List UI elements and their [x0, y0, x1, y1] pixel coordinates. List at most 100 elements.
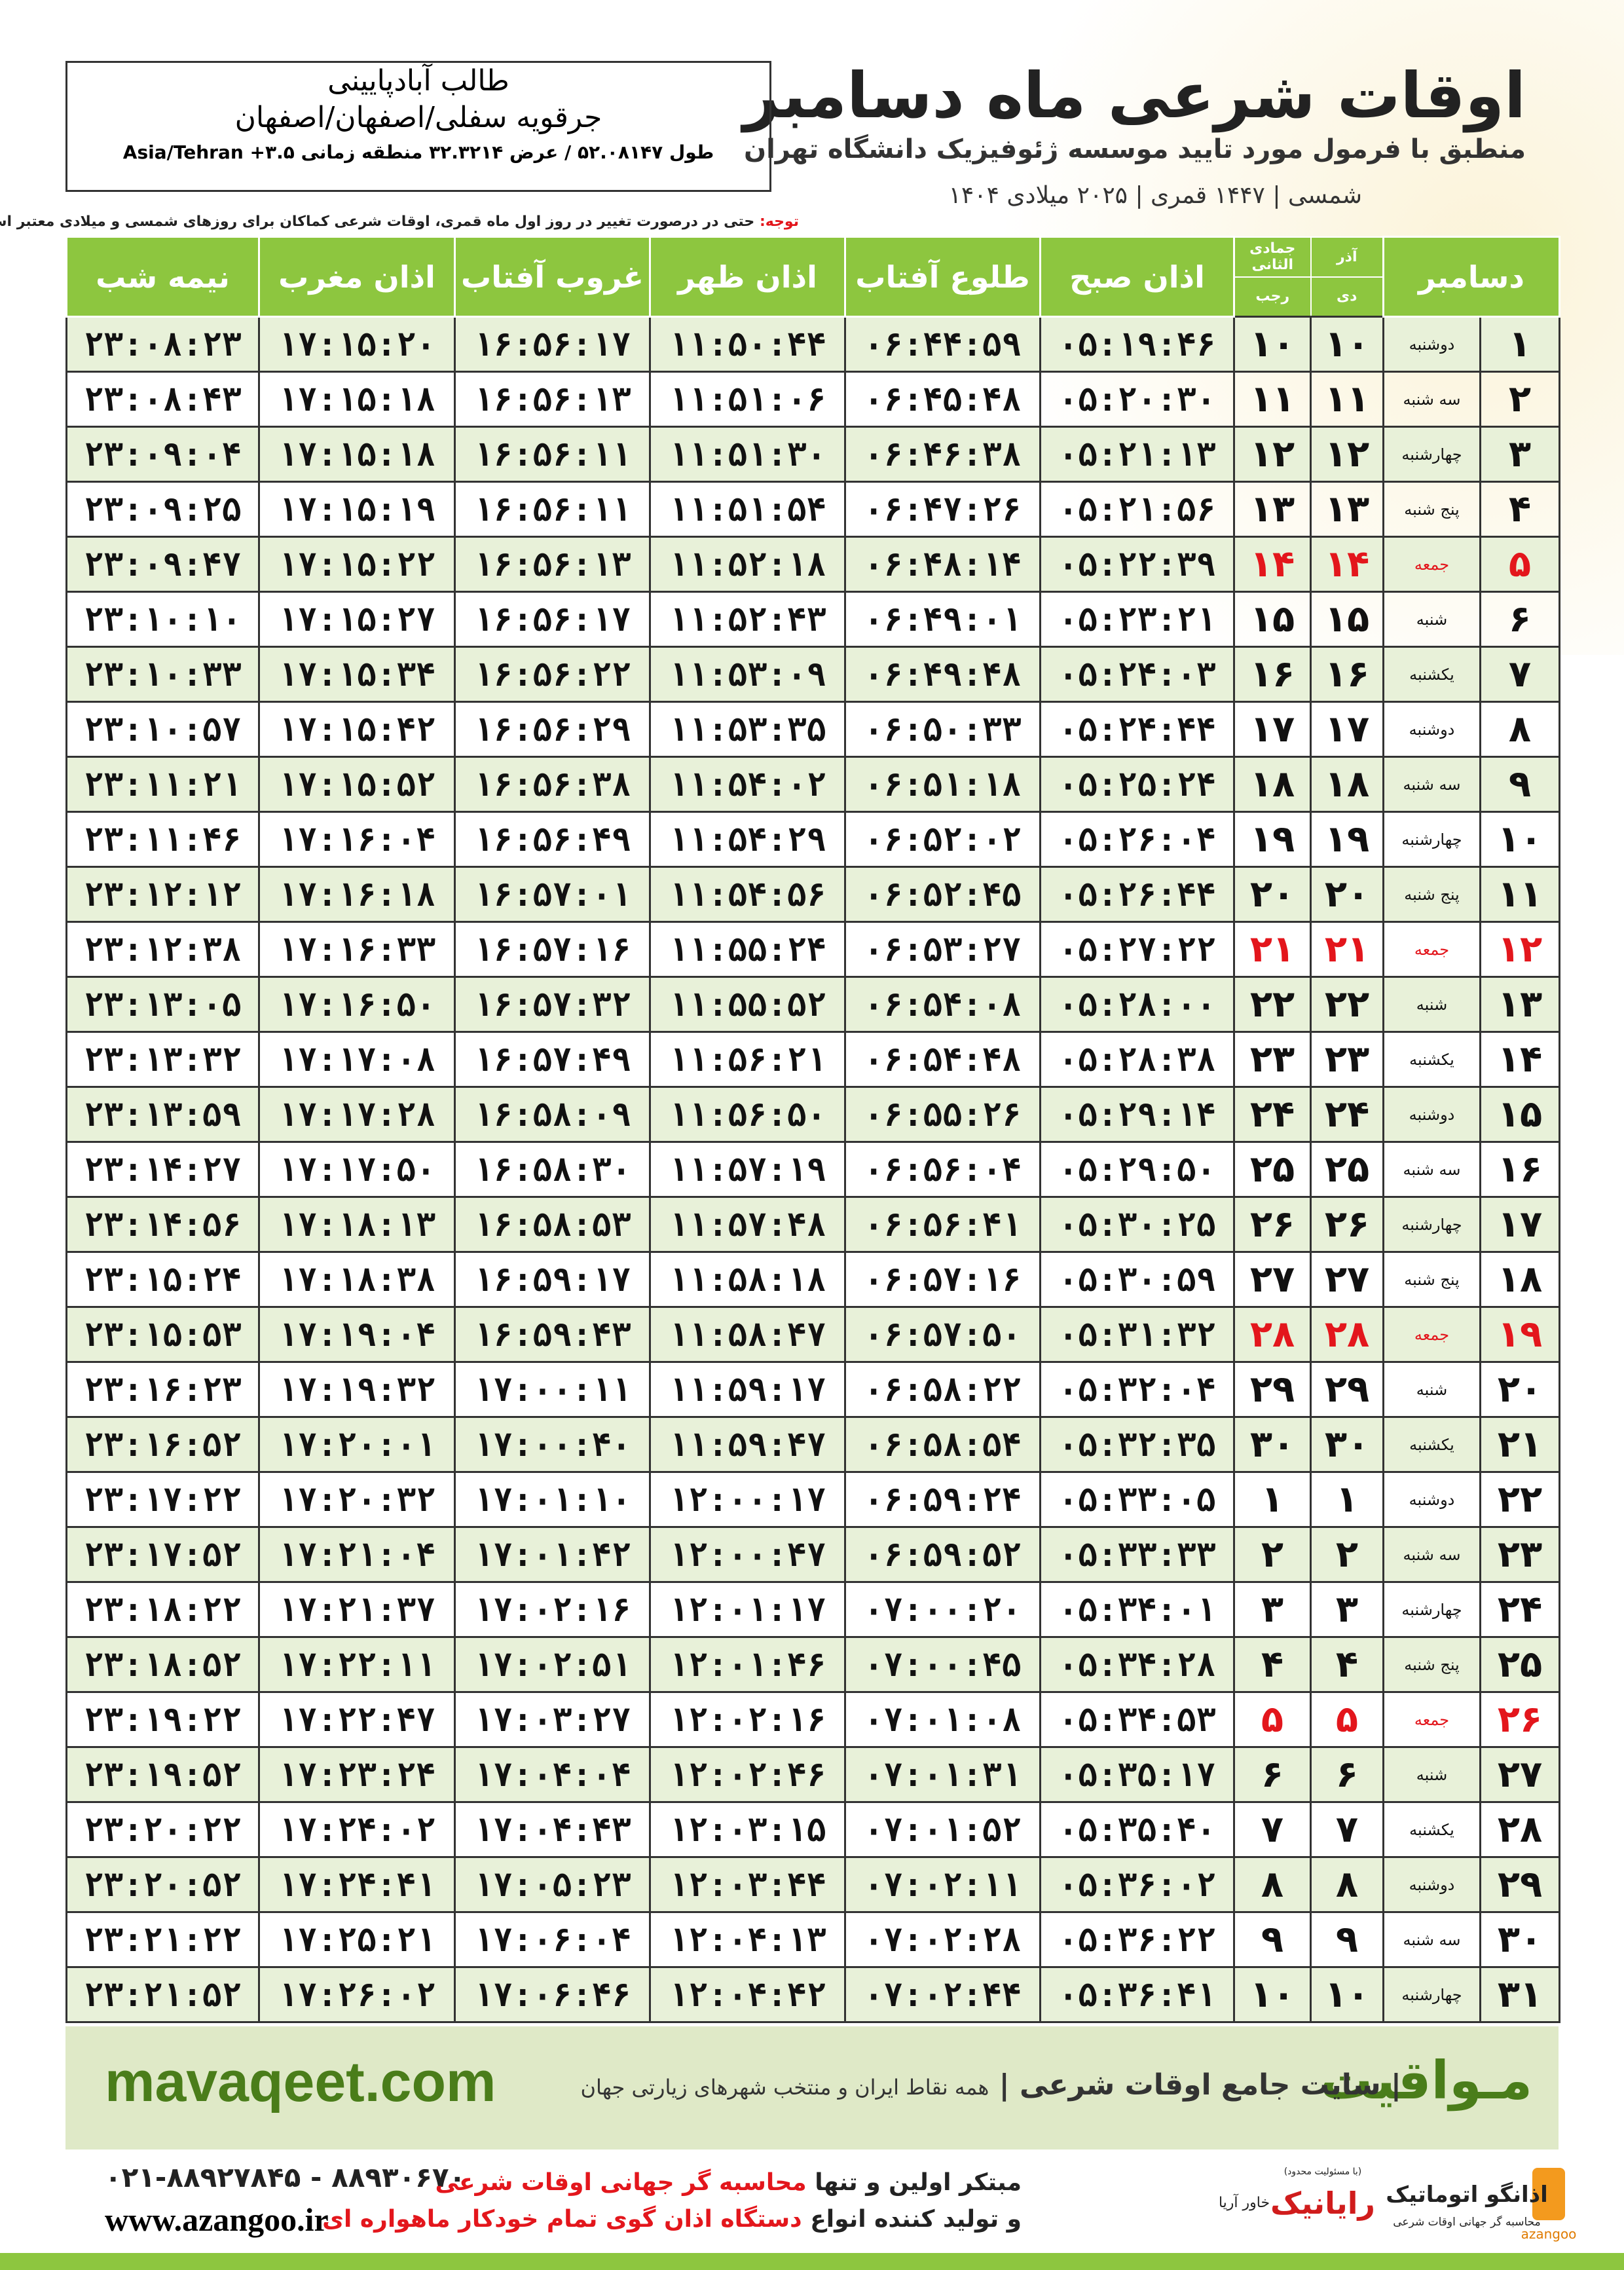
shamsi-day: ۲	[1310, 1526, 1384, 1583]
day: ۲۰	[1479, 1361, 1560, 1418]
maghrib: ۱۷:۱۵:۱۹	[258, 481, 456, 538]
column-header: آذر	[1310, 236, 1384, 278]
day: ۲۲	[1479, 1471, 1560, 1528]
dhuhr: ۱۲:۰۴:۱۳	[649, 1911, 846, 1968]
fajr: ۰۵:۳۵:۱۷	[1039, 1746, 1235, 1803]
dhuhr: ۱۲:۰۴:۴۲	[649, 1966, 846, 2023]
sunrise: ۰۶:۵۷:۵۰	[844, 1306, 1041, 1363]
maghrib: ۱۷:۱۶:۵۰	[258, 976, 456, 1033]
table-row: ۲۹ دوشنبه ۸ ۸ ۰۵:۳۶:۰۲ ۰۷:۰۲:۱۱ ۱۲:۰۳:۴۴ ۱۷:۰۵:…	[65, 1856, 1560, 1913]
midnight: ۲۳:۱۰:۳۳	[65, 646, 260, 703]
midnight: ۲۳:۱۴:۲۷	[65, 1141, 260, 1198]
sunset: ۱۶:۵۶:۴۹	[454, 811, 651, 868]
fajr: ۰۵:۲۹:۱۴	[1039, 1086, 1235, 1143]
sunset: ۱۷:۰۶:۴۶	[454, 1966, 651, 2023]
dhuhr: ۱۱:۵۸:۴۷	[649, 1306, 846, 1363]
sunrise: ۰۶:۵۸:۲۲	[844, 1361, 1041, 1418]
table-row: ۲۴ چهارشنبه ۳ ۳ ۰۵:۳۴:۰۱ ۰۷:۰۰:۲۰ ۱۲:۰۱:۱۷ ۱۷:۰…	[65, 1581, 1560, 1638]
maghrib: ۱۷:۲۲:۱۱	[258, 1636, 456, 1693]
day: ۲۹	[1479, 1856, 1560, 1913]
table-row: ۳۱ چهارشنبه ۱۰ ۱۰ ۰۵:۳۶:۴۱ ۰۷:۰۲:۴۴ ۱۲:۰۴:۴۲ ۱۷…	[65, 1966, 1560, 2023]
column-header: طلوع آفتاب	[844, 236, 1041, 318]
shamsi-day: ۱۷	[1310, 701, 1384, 758]
logo-text: محاسبه گر جهانی اوقات شرعی	[1393, 2215, 1540, 2229]
sunrise: ۰۷:۰۲:۴۴	[844, 1966, 1041, 2023]
dhuhr: ۱۱:۵۷:۱۹	[649, 1141, 846, 1198]
midnight: ۲۳:۱۱:۴۶	[65, 811, 260, 868]
day: ۱۶	[1479, 1141, 1560, 1198]
dhuhr: ۱۲:۰۳:۱۵	[649, 1801, 846, 1858]
fajr: ۰۵:۲۸:۰۰	[1039, 976, 1235, 1033]
sunrise: ۰۶:۵۷:۱۶	[844, 1251, 1041, 1308]
sunset: ۱۶:۵۶:۲۲	[454, 646, 651, 703]
weekday: چهارشنبه	[1382, 1196, 1481, 1253]
midnight: ۲۳:۲۰:۵۲	[65, 1856, 260, 1913]
sunrise: ۰۷:۰۱:۵۲	[844, 1801, 1041, 1858]
table-row: ۳۰ سه شنبه ۹ ۹ ۰۵:۳۶:۲۲ ۰۷:۰۲:۲۸ ۱۲:۰۴:۱۳ ۱۷:۰۶…	[65, 1911, 1560, 1968]
fajr: ۰۵:۳۱:۳۲	[1039, 1306, 1235, 1363]
weekday: شنبه	[1382, 1361, 1481, 1418]
years: ۱۴۰۴ شمسی | ۱۴۴۷ قمری | ۲۰۲۵ میلادی	[948, 182, 1362, 209]
note-text: حتی در درصورت تغییر در روز اول ماه قمری،…	[0, 214, 755, 230]
website: www.azangoo.ir	[105, 2201, 329, 2238]
shamsi-day: ۵	[1310, 1691, 1384, 1748]
fajr: ۰۵:۲۱:۵۶	[1039, 481, 1235, 538]
table-row: ۱۱ پنج شنبه ۲۰ ۲۰ ۰۵:۲۶:۴۴ ۰۶:۵۲:۴۵ ۱۱:۵۴:۵۶ ۱۶…	[65, 866, 1560, 923]
day: ۲۵	[1479, 1636, 1560, 1693]
site-url: mavaqeet.com	[105, 2051, 496, 2113]
weekday: چهارشنبه	[1382, 1966, 1481, 2023]
subtitle: منطبق با فرمول مورد تایید موسسه ژئوفیزیک…	[743, 134, 1526, 164]
weekday: یکشنبه	[1382, 1801, 1481, 1858]
dhuhr: ۱۱:۵۵:۲۴	[649, 921, 846, 978]
midnight: ۲۳:۰۸:۲۳	[65, 316, 260, 373]
table-row: ۳ چهارشنبه ۱۲ ۱۲ ۰۵:۲۱:۱۳ ۰۶:۴۶:۳۸ ۱۱:۵۱:۳۰ ۱۶:…	[65, 426, 1560, 483]
midnight: ۲۳:۱۲:۳۸	[65, 921, 260, 978]
table-row: ۲۱ یکشنبه ۳۰ ۳۰ ۰۵:۳۲:۳۵ ۰۶:۵۸:۵۴ ۱۱:۵۹:۴۷ ۱۷:۰…	[65, 1416, 1560, 1473]
fajr: ۰۵:۳۴:۰۱	[1039, 1581, 1235, 1638]
table-row: ۱۶ سه شنبه ۲۵ ۲۵ ۰۵:۲۹:۵۰ ۰۶:۵۶:۰۴ ۱۱:۵۷:۱۹ ۱۶:…	[65, 1141, 1560, 1198]
sunrise: ۰۶:۵۶:۰۴	[844, 1141, 1041, 1198]
fajr: ۰۵:۲۴:۰۳	[1039, 646, 1235, 703]
dhuhr: ۱۱:۵۲:۱۸	[649, 536, 846, 593]
sunset: ۱۶:۵۹:۴۳	[454, 1306, 651, 1363]
sunset: ۱۷:۰۵:۲۳	[454, 1856, 651, 1913]
dhuhr: ۱۱:۵۷:۴۸	[649, 1196, 846, 1253]
logo-text: اذانگو اتوماتیک	[1386, 2182, 1547, 2208]
sunset: ۱۷:۰۴:۰۴	[454, 1746, 651, 1803]
day: ۲	[1479, 371, 1560, 428]
weekday: دوشنبه	[1382, 701, 1481, 758]
midnight: ۲۳:۱۶:۵۲	[65, 1416, 260, 1473]
day: ۳۱	[1479, 1966, 1560, 2023]
table-row: ۱۳ شنبه ۲۲ ۲۲ ۰۵:۲۸:۰۰ ۰۶:۵۴:۰۸ ۱۱:۵۵:۵۲ ۱۶:۵۷:…	[65, 976, 1560, 1033]
sunset: ۱۶:۵۸:۳۰	[454, 1141, 651, 1198]
hijri-day: ۲۰	[1233, 866, 1312, 923]
sunset: ۱۶:۵۷:۰۱	[454, 866, 651, 923]
footer-text: | سایت جامع اوقات شرعی | همه نقاط ایران …	[580, 2068, 1402, 2102]
sunset: ۱۶:۵۶:۱۱	[454, 426, 651, 483]
midnight: ۲۳:۱۹:۲۲	[65, 1691, 260, 1748]
hijri-day: ۲۴	[1233, 1086, 1312, 1143]
day: ۱۱	[1479, 866, 1560, 923]
table-body: ۱ دوشنبه ۱۰ ۱۰ ۰۵:۱۹:۴۶ ۰۶:۴۴:۵۹ ۱۱:۵۰:۴۴ ۱۶:۵۶…	[65, 316, 1560, 2023]
dhuhr: ۱۲:۰۰:۴۷	[649, 1526, 846, 1583]
dhuhr: ۱۲:۰۱:۴۶	[649, 1636, 846, 1693]
contact-lines: مبتکر اولین و تنها محاسبه گر جهانی اوقات…	[322, 2165, 1022, 2238]
dhuhr: ۱۲:۰۲:۴۶	[649, 1746, 846, 1803]
hijri-day: ۷	[1233, 1801, 1312, 1858]
day: ۲۳	[1479, 1526, 1560, 1583]
midnight: ۲۳:۰۹:۰۴	[65, 426, 260, 483]
weekday: دوشنبه	[1382, 1086, 1481, 1143]
bottom-stripe	[0, 2253, 1624, 2270]
weekday: شنبه	[1382, 1746, 1481, 1803]
sunrise: ۰۶:۴۵:۴۸	[844, 371, 1041, 428]
maghrib: ۱۷:۲۴:۰۲	[258, 1801, 456, 1858]
midnight: ۲۳:۱۷:۲۲	[65, 1471, 260, 1528]
header-row: دی رجب	[67, 276, 1560, 318]
fajr: ۰۵:۲۲:۳۹	[1039, 536, 1235, 593]
day: ۵	[1479, 536, 1560, 593]
location-name: طالب آبادپایینی	[327, 64, 509, 98]
table-row: ۱۴ یکشنبه ۲۳ ۲۳ ۰۵:۲۸:۳۸ ۰۶:۵۴:۴۸ ۱۱:۵۶:۲۱ ۱۶:۵…	[65, 1031, 1560, 1088]
hijri-day: ۶	[1233, 1746, 1312, 1803]
weekday: یکشنبه	[1382, 1031, 1481, 1088]
dhuhr: ۱۱:۵۲:۴۳	[649, 591, 846, 648]
